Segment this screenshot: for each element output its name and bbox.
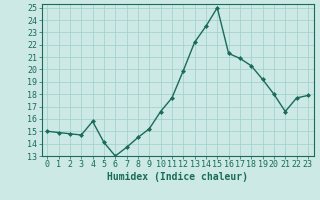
X-axis label: Humidex (Indice chaleur): Humidex (Indice chaleur) [107, 172, 248, 182]
